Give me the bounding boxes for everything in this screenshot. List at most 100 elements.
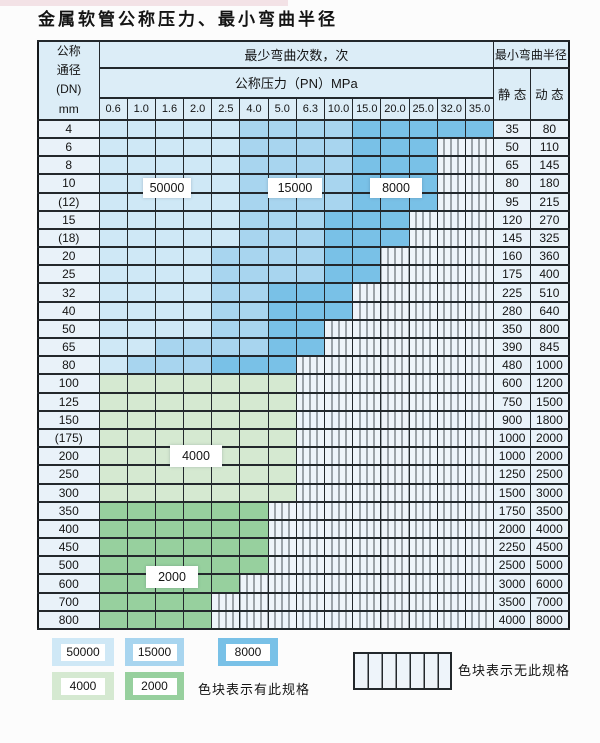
dynamic-radius-cell: 7000 [530, 591, 570, 612]
spec-cell-50000 [98, 282, 128, 303]
no-spec-cell [464, 209, 495, 230]
static-radius-cell: 160 [493, 246, 532, 267]
no-spec-cell [380, 537, 410, 558]
bend-cycles-header: 最少弯曲次数，次 [98, 40, 495, 69]
spec-cell-2000 [126, 609, 156, 631]
no-spec-cell [380, 555, 410, 576]
spec-cell-50000 [98, 136, 128, 158]
no-spec-cell [408, 282, 438, 303]
no-spec-cell [323, 464, 354, 485]
no-spec-cell [464, 573, 495, 594]
spec-cell-15000 [239, 227, 269, 249]
dn-cell: 32 [37, 282, 100, 303]
dn-header-line: (DN) [56, 82, 82, 97]
no-spec-cell [380, 300, 410, 321]
dn-cell: (18) [37, 227, 100, 249]
page-title: 金属软管公称压力、最小弯曲半径 [38, 10, 338, 30]
no-spec-cell [408, 537, 438, 558]
spec-cell-8000 [295, 318, 326, 340]
spec-cell-4000 [267, 427, 297, 449]
no-spec-cell [436, 609, 466, 631]
no-spec-cell [352, 518, 382, 540]
spec-cell-2000 [154, 500, 185, 521]
dn-cell: 300 [37, 482, 100, 503]
spec-cell-15000 [323, 136, 354, 158]
no-spec-cell [323, 591, 354, 612]
spec-cell-50000 [126, 155, 156, 176]
legend-swatch-8000: 8000 [218, 638, 278, 666]
spec-cell-2000 [98, 573, 128, 594]
spec-cell-2000 [211, 537, 241, 558]
spec-cell-4000 [98, 464, 128, 485]
spec-cell-4000 [183, 373, 213, 394]
no-spec-cell [295, 555, 326, 576]
min-radius-header: 最小弯曲半径 [493, 40, 570, 69]
spec-cell-50000 [211, 227, 241, 249]
spec-cell-50000 [183, 209, 213, 230]
spec-cell-8000 [408, 118, 438, 139]
spec-cell-15000 [239, 136, 269, 158]
spec-cell-50000 [98, 336, 128, 358]
spec-table-wrap: 公称 通径 (DN) mm 最少弯曲次数，次 最小弯曲半径 公称压力（PN）MPa 静… [37, 40, 570, 631]
no-spec-cell [408, 391, 438, 412]
no-spec-cell [380, 464, 410, 485]
spec-cell-15000 [267, 264, 297, 285]
no-spec-cell [408, 464, 438, 485]
dynamic-radius-cell: 3000 [530, 482, 570, 503]
no-spec-cell [380, 264, 410, 285]
no-spec-cell [408, 427, 438, 449]
table-row: 800 4000 8000 [37, 609, 570, 631]
no-spec-cell [408, 355, 438, 376]
static-radius-cell: 1750 [493, 500, 532, 521]
spec-cell-15000 [267, 209, 297, 230]
spec-cell-4000 [267, 409, 297, 430]
legend-swatch-2000: 2000 [125, 672, 184, 700]
static-radius-cell: 95 [493, 191, 532, 212]
no-spec-cell [352, 427, 382, 449]
spec-cell-15000 [323, 173, 354, 194]
spec-cell-4000 [98, 446, 128, 467]
dynamic-radius-cell: 2000 [530, 427, 570, 449]
spec-cell-8000 [323, 209, 354, 230]
no-spec-cell [380, 318, 410, 340]
static-radius-cell: 1000 [493, 427, 532, 449]
spec-cell-4000 [98, 391, 128, 412]
legend-swatch-label: 50000 [61, 643, 105, 661]
spec-cell-50000 [183, 118, 213, 139]
spec-cell-2000 [183, 537, 213, 558]
static-radius-cell: 2000 [493, 518, 532, 540]
spec-cell-50000 [154, 318, 185, 340]
static-radius-cell: 1250 [493, 464, 532, 485]
spec-cell-2000 [211, 518, 241, 540]
spec-cell-50000 [126, 336, 156, 358]
pressure-col-header: 2.5 [211, 96, 241, 121]
no-spec-cell [267, 573, 297, 594]
spec-cell-50000 [154, 118, 185, 139]
no-spec-cell [380, 373, 410, 394]
scan-artifact [0, 0, 288, 6]
dynamic-radius-cell: 510 [530, 282, 570, 303]
no-spec-cell [408, 591, 438, 612]
static-radius-cell: 2250 [493, 537, 532, 558]
spec-cell-15000 [323, 191, 354, 212]
static-radius-cell: 4000 [493, 609, 532, 631]
pressure-col-header: 1.6 [154, 96, 185, 121]
no-spec-cell [436, 191, 466, 212]
table-row: 25 175 400 [37, 264, 570, 285]
spec-cell-2000 [154, 518, 185, 540]
legend-swatch-4000: 4000 [52, 672, 114, 700]
spec-cell-15000 [239, 173, 269, 194]
no-spec-cell [380, 573, 410, 594]
spec-cell-15000 [267, 227, 297, 249]
no-spec-cell [323, 355, 354, 376]
spec-cell-4000 [126, 427, 156, 449]
no-spec-cell [436, 173, 466, 194]
static-radius-cell: 3000 [493, 573, 532, 594]
dn-cell: 150 [37, 409, 100, 430]
spec-cell-4000 [126, 373, 156, 394]
no-spec-cell [352, 591, 382, 612]
dynamic-radius-cell: 400 [530, 264, 570, 285]
no-spec-cell [295, 537, 326, 558]
spec-cell-15000 [295, 136, 326, 158]
no-spec-cell [352, 409, 382, 430]
